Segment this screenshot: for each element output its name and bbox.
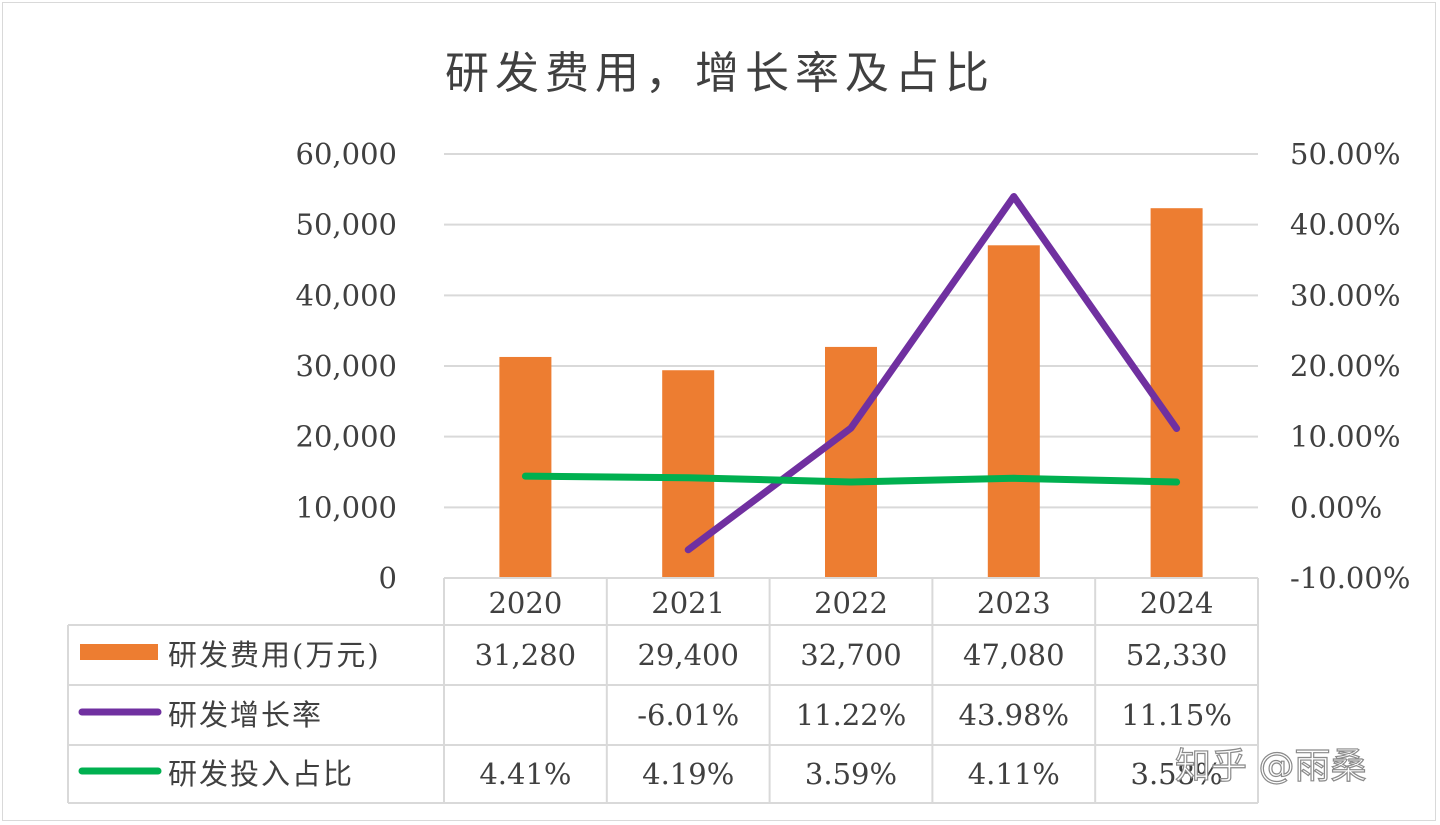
left-tick-label: 60,000 <box>296 137 397 171</box>
bar <box>987 245 1040 578</box>
data-label: 43.98% <box>959 698 1070 732</box>
data-label: -6.01% <box>637 698 739 732</box>
chart-title: 研发费用，增长率及占比 <box>445 48 995 99</box>
data-label: 32,700 <box>800 638 901 672</box>
category-label: 2024 <box>1140 586 1214 620</box>
line-series <box>521 193 1181 554</box>
bar <box>825 346 877 578</box>
category-label: 2021 <box>651 586 725 620</box>
left-tick-label: 30,000 <box>296 349 397 383</box>
left-tick-label: 50,000 <box>296 208 397 242</box>
series-line <box>684 193 1181 554</box>
data-label: 52,330 <box>1126 638 1227 672</box>
bar-series <box>499 208 1203 578</box>
legend-key-bar <box>80 644 158 660</box>
right-tick-label: -10.00% <box>1290 561 1410 595</box>
right-tick-label: 30.00% <box>1290 278 1401 312</box>
watermark: 知乎 @雨桑 <box>1175 746 1366 787</box>
data-label: 47,080 <box>963 638 1064 672</box>
left-tick-label: 0 <box>379 561 397 595</box>
right-tick-label: 10.00% <box>1290 420 1401 454</box>
data-label: 29,400 <box>637 638 738 672</box>
data-label: 11.15% <box>1121 698 1232 732</box>
data-label: 3.59% <box>805 757 897 791</box>
category-label: 2022 <box>814 586 888 620</box>
category-label: 2020 <box>488 586 562 620</box>
gridlines <box>444 153 1258 509</box>
data-label: 4.11% <box>968 757 1060 791</box>
right-axis-ticks: -10.00% 0.00% 10.00% 20.00% 30.00% 40.00% 50.0… <box>1290 137 1410 595</box>
data-table: 2020 2021 2022 2023 2024 研发费用(万元) 31,280 29,400… <box>67 577 1259 804</box>
legend-label: 研发投入占比 <box>168 757 354 791</box>
series-line <box>521 472 1181 486</box>
right-tick-label: 0.00% <box>1290 490 1382 524</box>
data-label: 31,280 <box>475 638 576 672</box>
right-tick-label: 40.00% <box>1290 208 1401 242</box>
legend-label: 研发增长率 <box>168 698 323 732</box>
data-label: 4.19% <box>642 757 734 791</box>
bar <box>1150 208 1203 578</box>
left-tick-label: 20,000 <box>296 420 397 454</box>
category-label: 2023 <box>977 586 1051 620</box>
right-tick-label: 50.00% <box>1290 137 1401 171</box>
left-tick-label: 10,000 <box>296 490 397 524</box>
data-label: 3.58% <box>1131 757 1223 791</box>
bar <box>499 356 552 578</box>
left-axis-ticks: 0 10,000 20,000 30,000 40,000 50,000 60,000 <box>296 137 397 595</box>
right-tick-label: 20.00% <box>1290 349 1401 383</box>
left-tick-label: 40,000 <box>296 278 397 312</box>
data-label: 4.41% <box>479 757 571 791</box>
legend-label: 研发费用(万元) <box>168 638 381 672</box>
data-label: 11.22% <box>796 698 907 732</box>
